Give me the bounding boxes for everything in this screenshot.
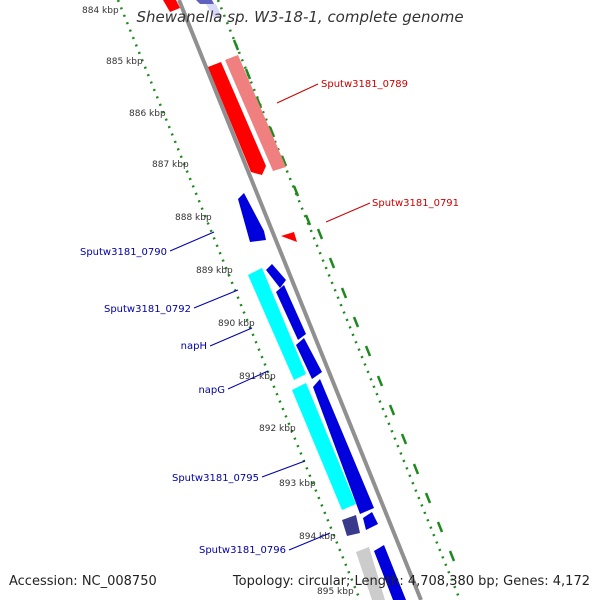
gene-sputw3181-0791[interactable] [281, 232, 297, 242]
tick-label: 889 kbp [196, 266, 233, 276]
gene-feature-red[interactable] [163, 0, 180, 12]
gene-blue-bottom[interactable] [374, 545, 406, 600]
gene-grey[interactable] [356, 547, 385, 600]
tick-label: 887 kbp [152, 160, 189, 170]
tick-label: 892 kbp [259, 424, 296, 434]
gene-sputw3181-0790[interactable] [238, 193, 266, 242]
gene-label-sputw3181-0789[interactable]: Sputw3181_0789 [321, 79, 408, 90]
tick-label: 890 kbp [218, 319, 255, 329]
leader-lines [169, 83, 371, 551]
gene-sputw3181-0796[interactable] [363, 512, 378, 530]
gene-label-sputw3181-0795[interactable]: Sputw3181_0795 [172, 473, 259, 484]
gene-sputw3181-0795-rev[interactable] [313, 379, 374, 514]
tick-label: 895 kbp [317, 587, 354, 597]
gene-label-sputw3181-0792[interactable]: Sputw3181_0792 [104, 304, 191, 315]
gene-naph-small[interactable] [266, 264, 286, 288]
map-title: Shewanella sp. W3-18-1, complete genome [136, 8, 464, 26]
gene-dark-blue[interactable] [342, 515, 360, 536]
gene-label-naph[interactable]: napH [181, 341, 207, 352]
gene-labels: Sputw3181_0789 Sputw3181_0791 Sputw3181_… [80, 79, 459, 556]
gene-label-sputw3181-0791[interactable]: Sputw3181_0791 [372, 198, 459, 209]
tick-label: 885 kbp [106, 57, 143, 67]
gene-sputw3181-0795[interactable] [292, 383, 356, 510]
gene-naph[interactable] [276, 285, 306, 340]
accession-text: Accession: NC_008750 [9, 574, 157, 589]
gene-feature-blue[interactable] [196, 0, 214, 4]
tick-label: 894 kbp [299, 532, 336, 542]
tick-label: 886 kbp [129, 109, 166, 119]
tick-label: 893 kbp [279, 479, 316, 489]
outer-tick-axis [216, 0, 462, 600]
gene-label-sputw3181-0796[interactable]: Sputw3181_0796 [199, 545, 286, 556]
gene-sputw3181-0792[interactable] [248, 268, 306, 380]
major-tick-marks [232, 39, 456, 562]
gene-feature-lightblue[interactable] [206, 4, 222, 18]
genome-backbone [177, 0, 423, 600]
tick-label: 884 kbp [82, 6, 119, 16]
gene-label-napg[interactable]: napG [198, 385, 225, 396]
gene-sputw3181-0789-b[interactable] [225, 55, 286, 171]
tick-label: 888 kbp [175, 213, 212, 223]
tick-label: 891 kbp [239, 372, 276, 382]
genome-stats-text: Topology: circular; Length: 4,708,380 bp… [232, 574, 590, 589]
gene-napg[interactable] [296, 338, 322, 379]
gene-label-sputw3181-0790[interactable]: Sputw3181_0790 [80, 247, 167, 258]
tick-labels: 884 kbp 885 kbp 886 kbp 887 kbp 888 kbp … [82, 6, 354, 597]
gene-sputw3181-0789-a[interactable] [208, 62, 266, 175]
